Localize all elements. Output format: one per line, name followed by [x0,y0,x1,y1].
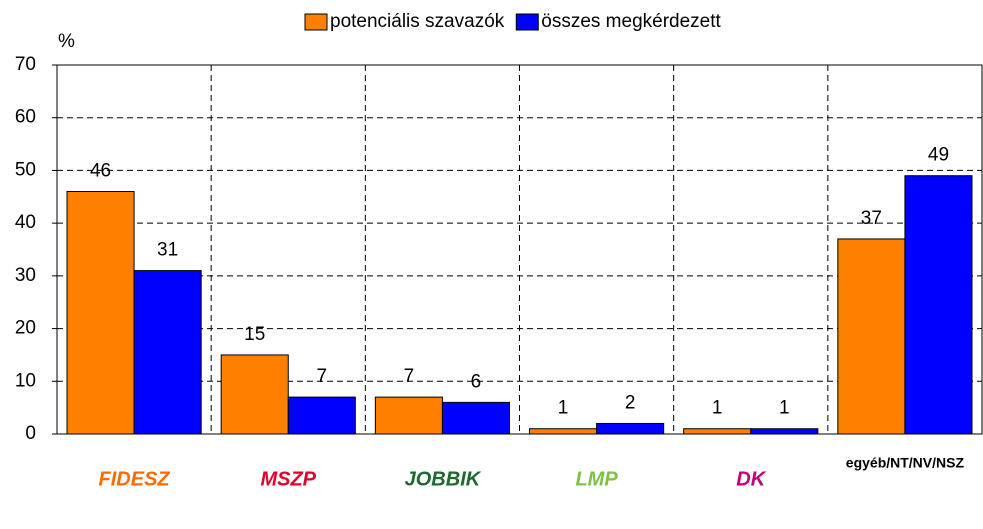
value-label: 2 [625,392,636,413]
bar [133,270,202,435]
value-label: 1 [558,398,569,419]
bar [287,396,356,435]
y-tick-label: 10 [15,370,36,391]
bar [220,354,289,435]
bar [750,428,819,435]
y-tick-label: 50 [15,159,36,180]
bar [374,396,443,435]
value-label: 31 [157,240,178,261]
value-label: 7 [317,366,328,387]
bar [441,401,510,435]
value-label: 7 [404,366,415,387]
value-label: 6 [471,371,482,392]
legend-label: összes megkérdezett [541,11,721,32]
legend-swatch [304,13,328,31]
value-label: 1 [712,398,723,419]
y-tick-label: 0 [25,423,36,444]
y-tick-label: 20 [15,318,36,339]
value-label: 15 [244,324,265,345]
value-label: 46 [90,161,111,182]
bar [596,422,665,435]
value-label: 1 [779,398,790,419]
x-tick-label: egyéb/NT/NV/NSZ [846,455,965,471]
value-label: 37 [861,208,882,229]
legend-label: potenciális szavazók [330,11,505,32]
bar [904,175,973,435]
x-tick-label: DK [736,468,766,490]
bar [529,428,598,435]
x-tick-label: JOBBIK [405,468,482,490]
bar [683,428,752,435]
plot-frame [56,64,983,435]
bar [837,238,906,435]
y-tick-label: 40 [15,212,36,233]
y-tick-label: 60 [15,107,36,128]
legend-swatch [515,13,539,31]
x-tick-label: MSZP [260,468,316,490]
y-tick-label: 70 [15,54,36,75]
value-label: 49 [928,145,949,166]
bar [66,191,135,435]
x-tick-label: LMP [575,468,618,490]
y-tick-label: 30 [15,265,36,286]
y-axis-label: % [58,31,75,52]
x-tick-label: FIDESZ [99,468,171,490]
